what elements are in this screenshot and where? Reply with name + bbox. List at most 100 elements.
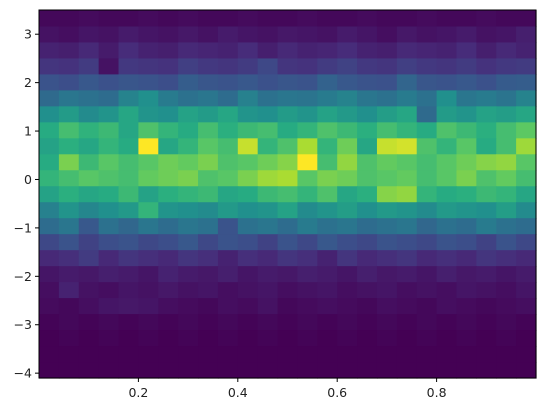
- heatmap-cell: [78, 314, 100, 331]
- y-tick-label: −3: [14, 317, 32, 332]
- heatmap-cell: [357, 58, 378, 75]
- heatmap-cell: [58, 74, 80, 91]
- heatmap-cell: [58, 122, 80, 139]
- heatmap-cell: [337, 58, 358, 75]
- heatmap-cell: [277, 218, 299, 235]
- heatmap-cell: [337, 170, 358, 187]
- heatmap-cell: [297, 154, 318, 171]
- heatmap-cell: [217, 122, 239, 139]
- heatmap-cell: [496, 250, 517, 267]
- heatmap-cell: [78, 346, 100, 363]
- heatmap-cell: [337, 74, 358, 91]
- heatmap-cell: [496, 346, 517, 363]
- heatmap-cell: [416, 218, 438, 235]
- heatmap-cell: [39, 330, 60, 347]
- heatmap-cell: [178, 314, 199, 331]
- heatmap-cell: [118, 346, 139, 363]
- heatmap-cell: [317, 74, 338, 91]
- heatmap-cell: [357, 74, 378, 91]
- heatmap-cell: [198, 74, 219, 91]
- heatmap-cell: [476, 170, 497, 187]
- heatmap-cell: [277, 74, 299, 91]
- heatmap-cell: [198, 122, 219, 139]
- heatmap-cell: [376, 26, 398, 44]
- heatmap-cell: [118, 218, 139, 235]
- heatmap-cell: [496, 202, 517, 219]
- heatmap-cell: [456, 330, 477, 347]
- heatmap-cell: [39, 26, 60, 44]
- heatmap-cell: [237, 122, 259, 139]
- heatmap-cell: [158, 234, 179, 251]
- heatmap-cell: [456, 58, 477, 75]
- heatmap-cell: [78, 186, 100, 203]
- heatmap-cell: [436, 330, 458, 347]
- heatmap-cell: [158, 362, 179, 379]
- heatmap-cell: [337, 154, 358, 171]
- heatmap-cell: [39, 266, 60, 283]
- heatmap-cell: [118, 138, 139, 155]
- heatmap-cell: [516, 138, 537, 155]
- heatmap-cell: [516, 170, 537, 187]
- heatmap-cell: [416, 362, 438, 379]
- y-tick-label: −1: [14, 220, 32, 235]
- heatmap-cell: [58, 26, 80, 44]
- heatmap-cell: [396, 74, 418, 91]
- heatmap-cell: [198, 346, 219, 363]
- heatmap-cell: [158, 218, 179, 235]
- heatmap-cell: [337, 250, 358, 267]
- heatmap-cell: [396, 90, 418, 107]
- heatmap-cell: [317, 10, 338, 28]
- heatmap-cell: [178, 186, 199, 203]
- heatmap-cell: [138, 42, 159, 60]
- heatmap-cell: [118, 10, 139, 28]
- heatmap-cell: [516, 90, 537, 107]
- heatmap-cell: [78, 106, 100, 123]
- heatmap-cell: [476, 250, 497, 267]
- heatmap-cell: [158, 74, 179, 91]
- y-tick-label: −4: [14, 366, 32, 381]
- heatmap-cell: [58, 250, 80, 267]
- heatmap-cell: [78, 26, 100, 44]
- heatmap-cell: [178, 106, 199, 123]
- heatmap-cell: [297, 330, 318, 347]
- heatmap-cell: [337, 282, 358, 299]
- heatmap-cell: [118, 250, 139, 267]
- heatmap-cell: [158, 138, 179, 155]
- y-tick-label: 0: [24, 172, 32, 187]
- heatmap-cell: [317, 122, 338, 139]
- heatmap-cell: [257, 234, 279, 251]
- heatmap-cell: [237, 170, 259, 187]
- heatmap-cell: [158, 330, 179, 347]
- heatmap-cell: [158, 58, 179, 75]
- heatmap-cell: [516, 330, 537, 347]
- heatmap-cell: [416, 74, 438, 91]
- heatmap-cell: [217, 234, 239, 251]
- heatmap-cell: [476, 74, 497, 91]
- heatmap-cell: [496, 266, 517, 283]
- heatmap-cell: [436, 314, 458, 331]
- heatmap-cell: [357, 218, 378, 235]
- heatmap-cell: [317, 298, 338, 315]
- heatmap-cell: [58, 362, 80, 379]
- heatmap-cell: [78, 218, 100, 235]
- heatmap-cell: [516, 26, 537, 44]
- heatmap-cell: [277, 138, 299, 155]
- heatmap-cell: [39, 106, 60, 123]
- heatmap-cell: [217, 154, 239, 171]
- heatmap-cell: [456, 90, 477, 107]
- heatmap-cell: [78, 170, 100, 187]
- heatmap-cell: [376, 234, 398, 251]
- heatmap-cell: [98, 234, 120, 251]
- heatmap-cell: [118, 154, 139, 171]
- heatmap-cell: [456, 122, 477, 139]
- heatmap-cell: [337, 362, 358, 379]
- heatmap-cell: [456, 314, 477, 331]
- heatmap-cell: [158, 186, 179, 203]
- heatmap-cell: [257, 42, 279, 60]
- heatmap-cell: [178, 170, 199, 187]
- heatmap-cell: [297, 298, 318, 315]
- heatmap-cell: [456, 186, 477, 203]
- heatmap-cell: [317, 266, 338, 283]
- heatmap-cell: [118, 26, 139, 44]
- heatmap-cell: [257, 250, 279, 267]
